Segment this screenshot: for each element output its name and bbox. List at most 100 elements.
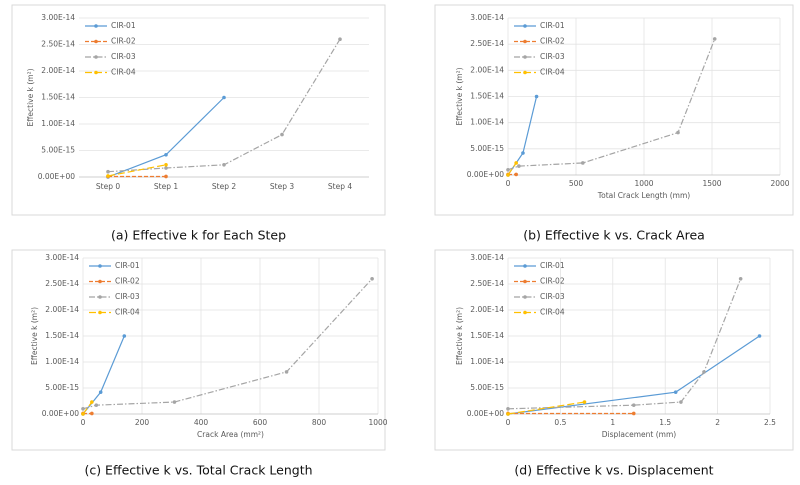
x-axis-label: Crack Area (mm²)	[197, 430, 264, 439]
data-point	[81, 412, 85, 416]
chart-panel: 0 200 400 600 800 1000 0.00E+00 5.00E-15 1.00E-1…	[11, 249, 388, 478]
data-point	[284, 370, 289, 374]
x-tick-label: 800	[312, 418, 327, 427]
y-tick-label: 2.50E-14	[41, 40, 75, 49]
x-tick-label: 1	[610, 418, 615, 427]
legend-label: CIR-02	[111, 37, 136, 46]
data-point	[172, 400, 177, 404]
x-tick-label: Step 0	[96, 182, 120, 191]
y-tick-label: 0.00E+00	[467, 170, 504, 179]
x-tick-label: 500	[569, 179, 584, 188]
x-tick-label: 2	[715, 418, 720, 427]
legend-label: CIR-03	[111, 52, 136, 61]
y-tick-label: 2.00E-14	[470, 305, 504, 314]
y-tick-label: 5.00E-15	[45, 383, 79, 392]
data-point	[81, 407, 85, 411]
y-tick-label: 1.50E-14	[41, 93, 75, 102]
y-tick-label: 1.50E-14	[45, 331, 79, 340]
data-point	[90, 400, 94, 404]
legend-marker	[523, 70, 527, 75]
y-tick-label: 5.00E-15	[470, 144, 504, 153]
legend-label: CIR-04	[540, 308, 565, 317]
legend-label: CIR-03	[540, 52, 565, 61]
data-point	[106, 169, 110, 174]
data-point	[164, 163, 168, 167]
caption: (b) Effective k vs. Crack Area	[523, 228, 705, 243]
data-point	[631, 411, 636, 416]
legend-marker	[523, 295, 527, 299]
legend-marker	[523, 39, 527, 44]
x-tick-label: 1000	[634, 179, 653, 188]
x-axis-label: Displacement (mm)	[602, 430, 676, 439]
y-tick-label: 3.00E-14	[41, 13, 75, 22]
legend-marker	[94, 39, 98, 44]
y-tick-label: 5.00E-15	[41, 146, 75, 155]
data-point	[631, 403, 636, 407]
data-point	[702, 370, 706, 374]
y-axis-label: Effective k (m²)	[26, 68, 35, 126]
series-line	[507, 162, 517, 176]
panel-frame	[434, 4, 794, 216]
y-axis-label: Effective k (m²)	[455, 307, 464, 365]
data-point	[676, 130, 680, 135]
data-point	[222, 95, 226, 100]
x-axis-label: Total Crack Length (mm)	[597, 191, 690, 200]
legend-label: CIR-04	[111, 68, 136, 77]
data-point	[164, 174, 168, 179]
y-tick-label: 1.00E-14	[470, 118, 504, 127]
y-tick-label: 2.00E-14	[470, 65, 504, 74]
y-tick-label: 1.50E-14	[470, 92, 504, 101]
legend-label: CIR-04	[540, 68, 565, 77]
legend-marker	[98, 264, 102, 268]
legend-label: CIR-03	[115, 292, 140, 301]
legend-marker	[94, 70, 98, 75]
x-tick-label: 600	[253, 418, 268, 427]
x-tick-label: 0	[506, 418, 511, 427]
data-point	[757, 334, 762, 338]
data-point	[712, 37, 717, 41]
legend-marker	[523, 24, 527, 28]
data-point	[506, 412, 510, 416]
data-point	[122, 334, 127, 338]
series-line	[507, 38, 716, 171]
series-line	[507, 401, 585, 415]
chart-panel: 0 0.5 1 1.5 2 2.5 0.00E+00 5.00E-15 1.00E-14 1.50…	[434, 249, 794, 478]
y-tick-label: 2.00E-14	[41, 66, 75, 75]
y-axis-label: Effective k (m²)	[455, 67, 464, 125]
legend-label: CIR-01	[111, 21, 136, 30]
data-point	[738, 277, 743, 281]
data-point	[534, 94, 539, 99]
panel-frame	[434, 249, 794, 451]
x-tick-label: 2.5	[764, 418, 776, 427]
data-point	[521, 151, 525, 155]
y-tick-label: 2.50E-14	[470, 39, 504, 48]
data-point	[514, 172, 518, 177]
y-tick-label: 3.00E-14	[470, 13, 504, 22]
legend-label: CIR-02	[540, 37, 565, 46]
caption: (c) Effective k vs. Total Crack Length	[84, 463, 312, 478]
data-point	[370, 277, 374, 281]
legend-marker	[98, 310, 102, 315]
data-point	[506, 167, 510, 172]
legend-marker	[523, 310, 527, 315]
y-tick-label: 1.00E-14	[45, 357, 79, 366]
data-point	[164, 152, 168, 157]
chart-panel: Step 0 Step 1 Step 2 Step 3 Step 4 0.00E+00 5.…	[11, 4, 386, 243]
x-tick-label: Step 2	[212, 182, 236, 191]
data-point	[673, 390, 678, 394]
data-point	[338, 37, 342, 41]
data-point	[506, 173, 510, 177]
data-point	[164, 166, 168, 170]
legend-label: CIR-02	[540, 277, 565, 286]
data-point	[514, 161, 518, 165]
legend-label: CIR-03	[540, 292, 565, 301]
x-tick-label: 1000	[368, 418, 387, 427]
y-tick-label: 3.00E-14	[45, 253, 79, 262]
x-tick-label: Step 3	[270, 182, 294, 191]
x-tick-label: 400	[194, 418, 209, 427]
legend-marker	[98, 295, 102, 299]
y-tick-label: 1.00E-14	[470, 357, 504, 366]
x-tick-label: 0	[81, 418, 86, 427]
caption: (a) Effective k for Each Step	[111, 228, 286, 243]
